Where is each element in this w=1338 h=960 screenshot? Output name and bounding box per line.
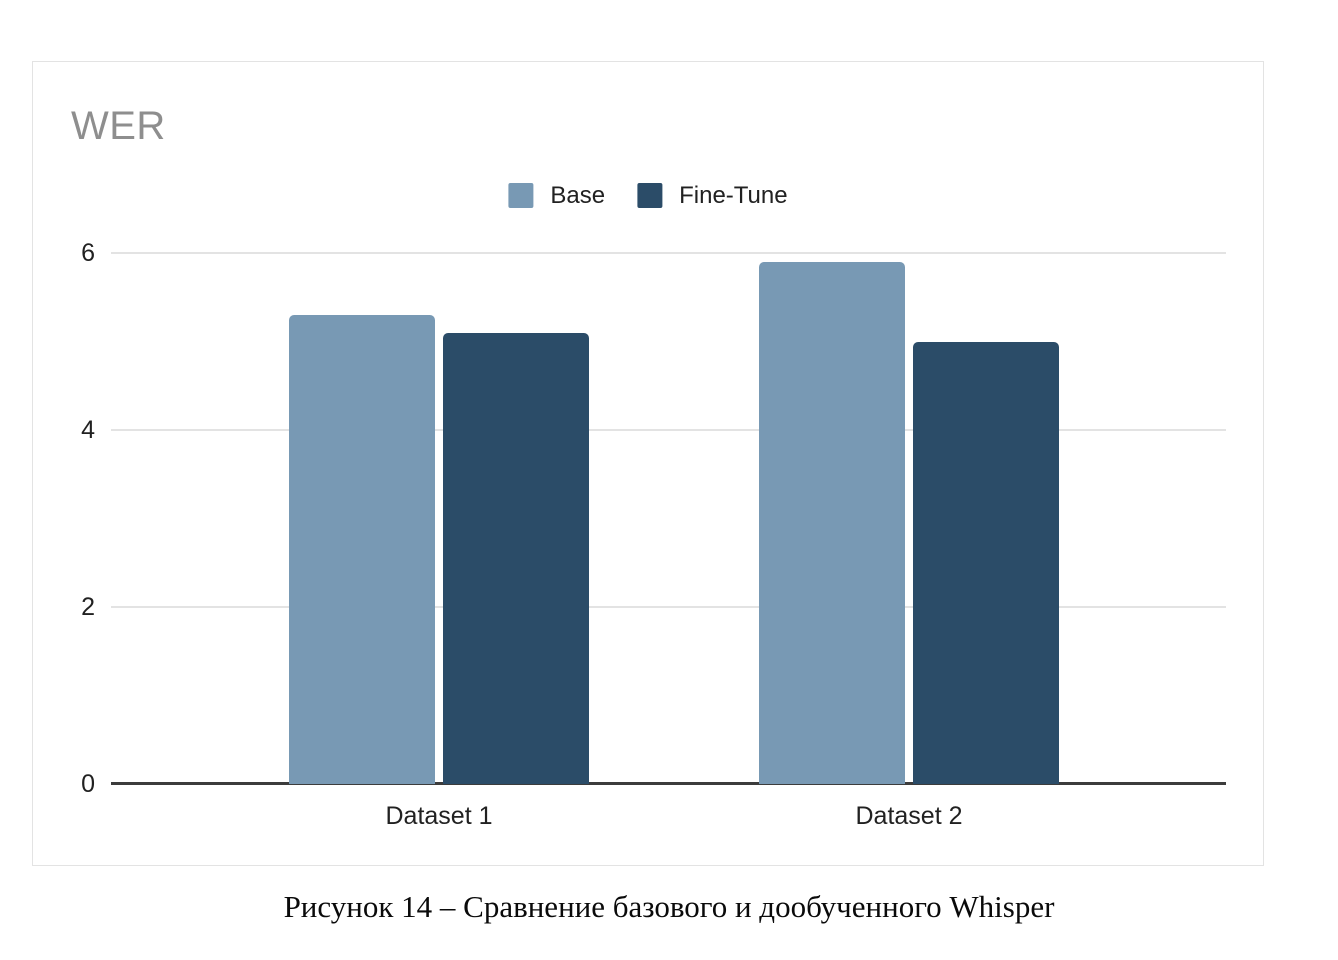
chart-title: WER — [71, 104, 166, 148]
legend-swatch-fine-tune — [637, 183, 663, 208]
legend-label: Fine-Tune — [679, 182, 788, 209]
gridline-y-6 — [111, 252, 1226, 254]
x-tick-label-dataset-1: Dataset 1 — [385, 802, 493, 830]
legend: Base Fine-Tune — [508, 183, 788, 208]
legend-item-base: Base — [508, 183, 605, 208]
y-tick-label-2: 2 — [81, 593, 95, 621]
bar-fine-tune-dataset-2 — [913, 341, 1059, 784]
legend-swatch-base — [508, 183, 534, 208]
y-tick-label-6: 6 — [81, 239, 95, 267]
bar-fine-tune-dataset-1 — [443, 332, 589, 784]
figure-caption: Рисунок 14 – Сравнение базового и дообуч… — [283, 889, 1055, 924]
y-tick-label-0: 0 — [81, 770, 95, 798]
legend-label: Base — [550, 182, 606, 209]
chart-card: WER Base Fine-Tune 0 2 4 6 Dataset 1 Dataset 2 — [32, 61, 1264, 866]
x-axis-baseline — [111, 782, 1226, 785]
gridline-y-2 — [111, 606, 1226, 608]
bar-base-dataset-2 — [759, 261, 905, 784]
gridline-y-4 — [111, 429, 1226, 431]
bar-base-dataset-1 — [289, 314, 435, 784]
y-tick-label-4: 4 — [81, 416, 95, 444]
legend-item-fine-tune: Fine-Tune — [637, 183, 788, 208]
x-tick-label-dataset-2: Dataset 2 — [855, 802, 963, 830]
